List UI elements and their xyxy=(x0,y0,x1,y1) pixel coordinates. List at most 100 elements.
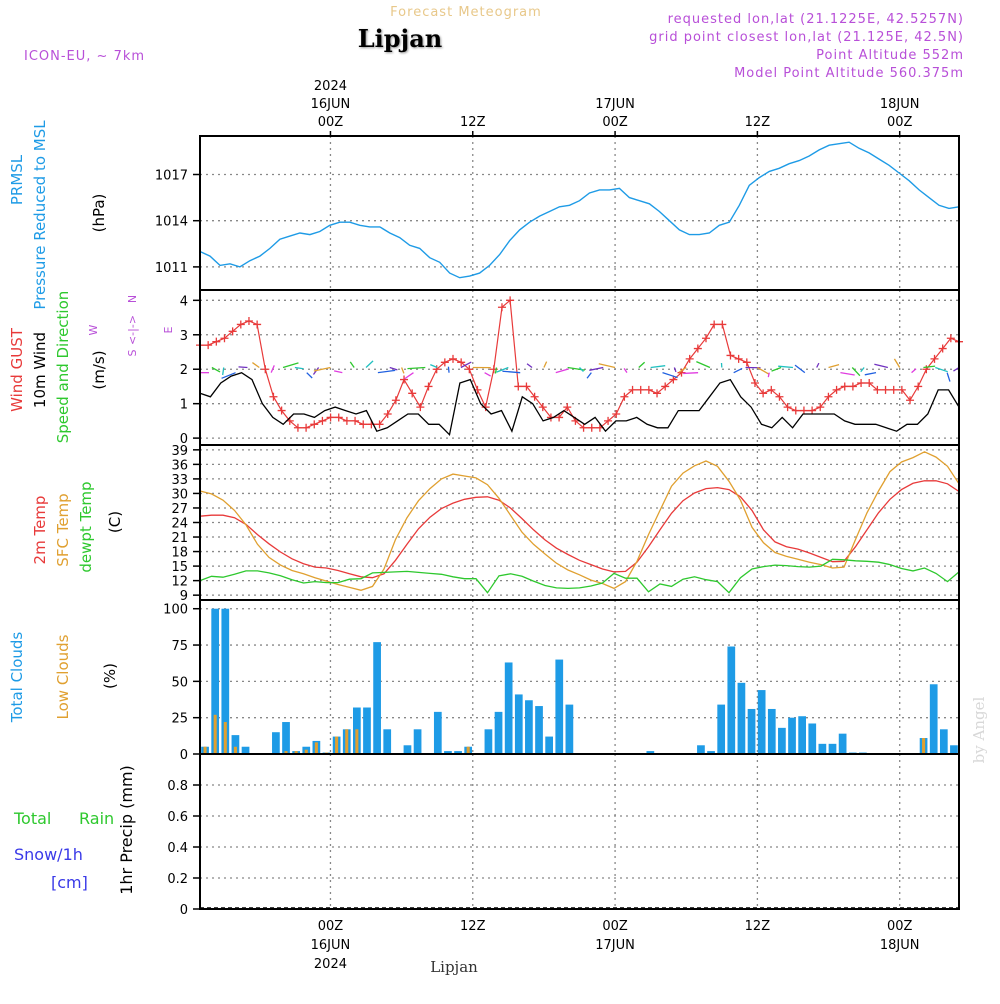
total-cloud-bar xyxy=(555,660,563,754)
total-cloud-bar xyxy=(778,728,786,754)
y-tick-label: 2 xyxy=(180,363,188,378)
gust-marker xyxy=(588,424,596,432)
sfc-temp-label: SFC Temp xyxy=(54,493,72,566)
wind-direction-arrow xyxy=(817,363,819,367)
wind-direction-arrow xyxy=(663,373,678,378)
y-tick-label: 39 xyxy=(171,444,188,459)
y-tick-label: 1014 xyxy=(155,215,188,230)
bottom-time-label: 17JUN xyxy=(595,938,635,953)
wind-direction-arrow xyxy=(502,371,520,372)
model-label: ICON-EU, ~ 7km xyxy=(24,49,145,64)
wind-direction-arrow xyxy=(829,365,839,368)
total-cloud-bar xyxy=(697,745,705,754)
wind-direction-arrow xyxy=(366,361,373,368)
top-time-label: 12Z xyxy=(460,115,486,130)
wind-direction-arrow xyxy=(923,366,935,367)
wind-direction-arrow xyxy=(223,368,224,375)
gust-marker xyxy=(718,320,726,328)
top-time-label: 00Z xyxy=(887,115,913,130)
total-cloud-bar xyxy=(363,708,371,754)
wind-direction-arrow xyxy=(683,373,698,374)
y-tick-label: 25 xyxy=(171,712,188,727)
y-tick-label: 0.4 xyxy=(167,841,188,856)
wind-10m-label: 10m Wind xyxy=(31,332,49,408)
gust-marker xyxy=(245,317,253,325)
gust-marker xyxy=(302,424,310,432)
wind-direction-arrow xyxy=(894,359,899,368)
bottom-time-label: 2024 xyxy=(314,957,347,972)
total-cloud-bar xyxy=(748,709,756,754)
gust-marker xyxy=(449,355,457,363)
low-cloud-bar xyxy=(224,722,227,754)
wind-direction-arrow xyxy=(696,362,710,368)
low-cloud-bar xyxy=(315,742,318,754)
wind-direction-arrow xyxy=(651,366,666,368)
wind-direction-arrow xyxy=(674,368,676,372)
gust-marker xyxy=(645,386,653,394)
y-tick-label: 0.8 xyxy=(167,779,188,794)
tick-layer: 1011101410170123491215182124273033363902… xyxy=(155,79,920,972)
wind-direction-arrow xyxy=(757,368,769,375)
gust-marker xyxy=(841,382,849,390)
total-cloud-bar xyxy=(404,745,412,754)
y-tick-label: 75 xyxy=(171,639,188,654)
gust-marker xyxy=(882,386,890,394)
y-tick-label: 0 xyxy=(180,903,188,918)
wind-direction-arrow xyxy=(772,368,782,372)
wind-direction-arrow xyxy=(865,373,876,375)
y-tick-label: 15 xyxy=(171,560,188,575)
bottom-time-label: 12Z xyxy=(460,919,486,934)
gust-marker xyxy=(212,338,220,346)
bottom-time-label: 00Z xyxy=(602,919,628,934)
pressure-msl-label: Pressure Reduced to MSL xyxy=(31,120,49,310)
total-cloud-bar xyxy=(930,684,938,754)
dewpt-label: dewpt Temp xyxy=(77,481,95,572)
gust-marker xyxy=(359,420,367,428)
gust-marker xyxy=(204,341,212,349)
gust-marker xyxy=(335,413,343,421)
y-tick-label: 3 xyxy=(180,329,188,344)
wind-direction-arrow xyxy=(544,362,547,368)
panel-frame xyxy=(200,600,959,754)
total-cloud-bar xyxy=(525,700,533,754)
compass-label: N xyxy=(126,295,139,303)
bottom-time-label: 16JUN xyxy=(311,938,351,953)
top-time-label: 12Z xyxy=(745,115,771,130)
gust-marker xyxy=(726,351,734,359)
top-time-label: 00Z xyxy=(318,115,344,130)
y-tick-label: 0.6 xyxy=(167,810,188,825)
total-cloud-bar xyxy=(829,744,837,754)
wind-direction-arrow xyxy=(252,363,259,368)
location-title: Lipjan xyxy=(358,24,442,53)
low-cloud-bar xyxy=(355,729,358,754)
total-cloud-bar xyxy=(515,694,523,754)
total-cloud-bar xyxy=(242,747,250,754)
gust-marker xyxy=(261,365,269,373)
total-cloud-bar xyxy=(819,744,827,754)
total-cloud-bar xyxy=(950,745,958,754)
bottom-time-label: 00Z xyxy=(318,919,344,934)
total-cloud-bar xyxy=(727,646,735,754)
wind-direction-arrow xyxy=(495,368,496,374)
wind-direction-arrow xyxy=(599,364,615,368)
series-layer xyxy=(196,142,963,908)
wind-direction-arrow xyxy=(840,373,854,375)
low-cloud-bar xyxy=(234,747,237,754)
wind-direction-arrow xyxy=(283,363,298,368)
model-altitude: Model Point Altitude 560.375m xyxy=(734,66,964,81)
wind-direction-arrow xyxy=(639,362,645,367)
gust-line xyxy=(200,300,959,428)
total-clouds-label: Total Clouds xyxy=(8,632,26,724)
total-cloud-bar xyxy=(788,718,796,754)
wind-direction-arrow xyxy=(407,368,425,369)
gust-marker xyxy=(514,382,522,390)
pressure-unit-label: (hPa) xyxy=(90,194,108,233)
gust-marker xyxy=(849,382,857,390)
wind-direction-arrow xyxy=(334,371,342,373)
y-tick-label: 18 xyxy=(171,546,188,561)
top-time-label: 18JUN xyxy=(880,97,920,112)
wind-direction-arrow xyxy=(556,369,569,373)
y-tick-label: 21 xyxy=(171,531,188,546)
